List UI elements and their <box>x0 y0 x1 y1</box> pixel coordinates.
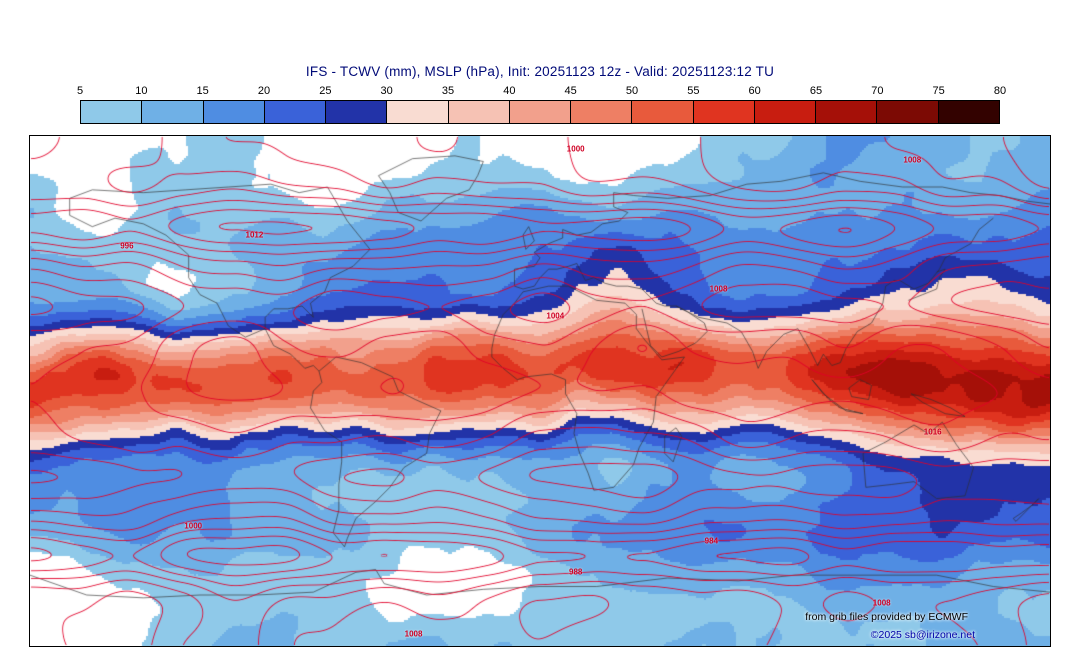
mslp-contour-label: 1000 <box>566 144 585 154</box>
colorbar-tick: 50 <box>625 85 639 97</box>
mslp-contour-label: 984 <box>704 536 719 546</box>
colorbar-tick: 15 <box>196 85 209 97</box>
colorbar-segment <box>632 101 694 123</box>
colorbar-segment <box>326 101 388 123</box>
attribution-source: from grib files provided by ECMWF <box>805 611 968 623</box>
colorbar-tick: 35 <box>441 85 455 97</box>
colorbar-segment <box>754 101 817 123</box>
colorbar-segment <box>571 101 633 123</box>
colorbar-segment <box>448 101 510 123</box>
colorbar-tick: 55 <box>687 85 700 97</box>
mslp-contour-label: 1016 <box>923 427 942 437</box>
colorbar-tick: 80 <box>993 85 1007 97</box>
mslp-contour-label: 1008 <box>709 284 728 294</box>
colorbar-segment <box>938 101 999 123</box>
mslp-contour-label: 988 <box>569 567 583 577</box>
mslp-contour-label: 1004 <box>546 311 565 321</box>
colorbar-segment <box>816 101 878 123</box>
mslp-contour-label: 996 <box>120 241 134 251</box>
colorbar-tick: 40 <box>503 85 516 97</box>
colorbar-segment <box>142 101 204 123</box>
map-canvas <box>30 136 1050 646</box>
colorbar-segment <box>693 101 755 123</box>
colorbar-segment <box>203 101 265 123</box>
colorbar-tick: 45 <box>564 85 577 97</box>
colorbar-segment <box>387 101 449 123</box>
mslp-contour-label: 1012 <box>245 230 264 240</box>
colorbar-tick: 60 <box>748 85 761 97</box>
colorbar-segment <box>877 101 939 123</box>
colorbar-tick: 65 <box>809 85 823 97</box>
colorbar-segment <box>509 101 572 123</box>
colorbar-segment <box>264 101 327 123</box>
colorbar-segment <box>81 101 143 123</box>
colorbar-tick: 25 <box>319 85 332 97</box>
colorbar-tick: 5 <box>76 85 84 97</box>
mslp-contour-label: 1008 <box>903 155 922 165</box>
colorbar-tick: 20 <box>257 85 271 97</box>
colorbar-tick: 70 <box>871 85 884 97</box>
mslp-contour-label: 1000 <box>184 521 203 531</box>
chart-title: IFS - TCWV (mm), MSLP (hPa), Init: 20251… <box>305 64 775 79</box>
attribution-copyright: ©2025 sb@irizone.net <box>870 629 975 641</box>
colorbar <box>80 100 1000 124</box>
mslp-contour-label: 1008 <box>872 598 891 608</box>
colorbar-tick: 75 <box>932 85 945 97</box>
mslp-contour-label: 1008 <box>404 629 423 639</box>
colorbar-tick: 30 <box>380 85 393 97</box>
colorbar-tick: 10 <box>135 85 148 97</box>
map-frame: 1000 1008 1012 996 1004 1008 1016 984 1000 988 100… <box>29 135 1051 647</box>
